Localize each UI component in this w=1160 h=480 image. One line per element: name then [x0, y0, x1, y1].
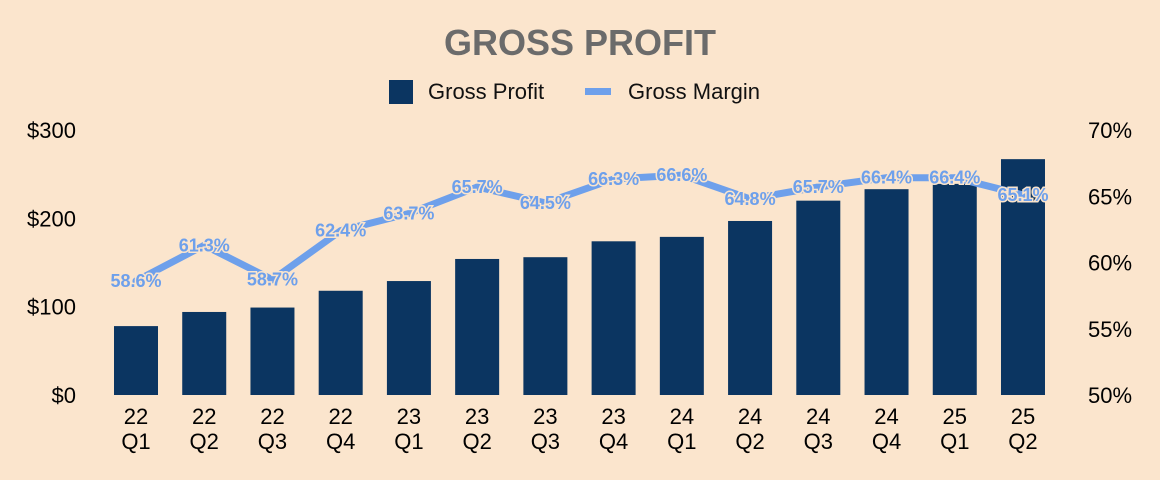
- legend-swatch-gross-profit: [389, 80, 413, 104]
- x-axis-quarter-label: Q1: [394, 429, 423, 454]
- gross-margin-point: [610, 175, 618, 183]
- gross-margin-point: [1019, 191, 1027, 199]
- gross-margin-data-label: 66.4%: [929, 168, 980, 188]
- bar-gross-profit: [591, 241, 636, 395]
- bar-series-gross-profit: [114, 159, 1045, 395]
- x-axis-year-label: 23: [533, 404, 557, 429]
- gross-margin-data-label: 65.7%: [793, 177, 844, 197]
- right-axis-tick-label: 60%: [1088, 251, 1132, 276]
- x-axis-year-label: 25: [943, 404, 967, 429]
- right-y-axis: 50% 55% 60% 65% 70%: [1088, 118, 1132, 408]
- legend: Gross Profit Gross Margin: [389, 79, 760, 104]
- line-series-gross-margin: [132, 171, 1027, 285]
- gross-margin-point: [337, 227, 345, 235]
- bar-gross-profit: [864, 189, 909, 395]
- x-axis-quarter-label: Q2: [1008, 429, 1037, 454]
- x-axis-year-label: 23: [465, 404, 489, 429]
- x-axis-year-label: 23: [601, 404, 625, 429]
- x-axis-quarter-label: Q3: [804, 429, 833, 454]
- x-axis-quarter-label: Q1: [940, 429, 969, 454]
- x-axis-year-label: 24: [806, 404, 830, 429]
- right-axis-tick-label: 55%: [1088, 317, 1132, 342]
- gross-margin-line: [132, 171, 1027, 285]
- bar-gross-profit: [1000, 159, 1045, 395]
- bar-gross-profit: [182, 311, 227, 395]
- bar-gross-profit: [728, 220, 773, 395]
- left-axis-tick-label: $100: [27, 295, 76, 320]
- gross-margin-data-label: 61.3%: [179, 235, 230, 255]
- left-axis-tick-label: $0: [52, 383, 76, 408]
- x-axis-year-label: 23: [397, 404, 421, 429]
- gross-margin-data-label: 58.7%: [247, 270, 298, 290]
- gross-margin-data-label: 66.4%: [861, 168, 912, 188]
- gross-margin-point: [746, 195, 754, 203]
- left-axis-tick-label: $200: [27, 206, 76, 231]
- gross-margin-data-label: 62.4%: [315, 221, 366, 241]
- x-axis-quarter-label: Q3: [258, 429, 287, 454]
- gross-margin-data-label: 63.7%: [383, 203, 434, 223]
- gross-margin-data-label: 64.8%: [725, 189, 776, 209]
- x-axis-year-label: 24: [670, 404, 694, 429]
- legend-swatch-gross-margin: [585, 88, 611, 95]
- x-axis: 22Q122Q222Q322Q423Q123Q223Q323Q424Q124Q2…: [121, 404, 1037, 454]
- gross-margin-data-label: 64.5%: [520, 193, 571, 213]
- bar-gross-profit: [386, 281, 431, 395]
- x-axis-year-label: 24: [874, 404, 898, 429]
- bar-gross-profit: [796, 200, 841, 395]
- x-axis-year-label: 22: [260, 404, 284, 429]
- gross-margin-point: [268, 276, 276, 284]
- x-axis-year-label: 22: [124, 404, 148, 429]
- x-axis-year-label: 24: [738, 404, 762, 429]
- gross-margin-point: [132, 277, 140, 285]
- bar-gross-profit: [114, 326, 158, 395]
- gross-margin-point: [883, 174, 891, 182]
- legend-label-gross-profit: Gross Profit: [428, 79, 544, 104]
- chart-title: GROSS PROFIT: [444, 22, 716, 63]
- gross-margin-point: [200, 241, 208, 249]
- x-axis-year-label: 22: [328, 404, 352, 429]
- right-axis-tick-label: 50%: [1088, 383, 1132, 408]
- gross-margin-data-label: 66.3%: [588, 169, 639, 189]
- bar-gross-profit: [455, 258, 500, 395]
- bar-gross-profit: [523, 257, 568, 395]
- legend-label-gross-margin: Gross Margin: [628, 79, 760, 104]
- x-axis-year-label: 25: [1011, 404, 1035, 429]
- right-axis-tick-label: 65%: [1088, 184, 1132, 209]
- x-axis-year-label: 22: [192, 404, 216, 429]
- x-axis-quarter-label: Q2: [462, 429, 491, 454]
- gross-margin-point: [405, 209, 413, 217]
- left-axis-tick-label: $300: [27, 118, 76, 143]
- bar-gross-profit: [250, 307, 295, 395]
- bar-gross-profit: [932, 183, 977, 395]
- x-axis-quarter-label: Q1: [667, 429, 696, 454]
- gross-margin-data-label: 58.6%: [110, 271, 161, 291]
- x-axis-quarter-label: Q4: [599, 429, 628, 454]
- gross-margin-point: [678, 171, 686, 179]
- gross-margin-point: [473, 183, 481, 191]
- bar-gross-profit: [318, 290, 363, 395]
- x-axis-quarter-label: Q4: [872, 429, 901, 454]
- gross-margin-data-label: 65.1%: [997, 185, 1048, 205]
- x-axis-quarter-label: Q2: [735, 429, 764, 454]
- gross-margin-point: [541, 199, 549, 207]
- gross-margin-data-label: 66.6%: [656, 165, 707, 185]
- data-labels-gross-margin: 58.6% 61.3% 58.7% 62.4% 63.7% 65.7% 64.5% 66.3%…: [109, 164, 1050, 293]
- bar-gross-profit: [659, 236, 704, 395]
- x-axis-quarter-label: Q4: [326, 429, 355, 454]
- left-y-axis: $0 $100 $200 $300: [27, 118, 76, 408]
- gross-margin-data-label: 65.7%: [452, 177, 503, 197]
- x-axis-quarter-label: Q2: [190, 429, 219, 454]
- gross-margin-point: [951, 174, 959, 182]
- x-axis-quarter-label: Q3: [531, 429, 560, 454]
- x-axis-quarter-label: Q1: [121, 429, 150, 454]
- gross-margin-point: [814, 183, 822, 191]
- right-axis-tick-label: 70%: [1088, 118, 1132, 143]
